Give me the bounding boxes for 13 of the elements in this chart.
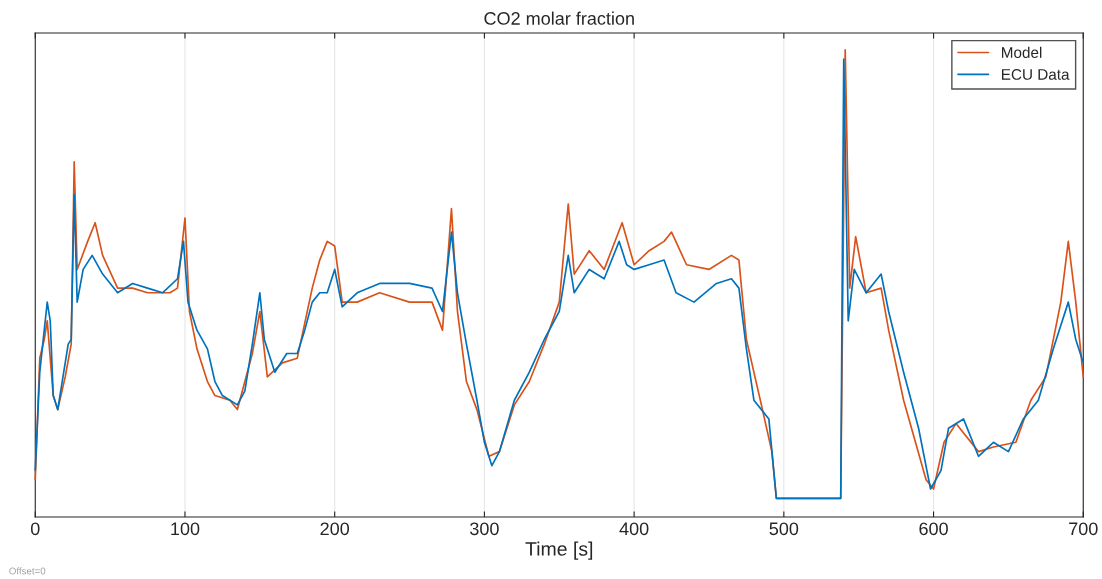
legend-label: ECU Data — [1002, 69, 1070, 80]
x-tick-label: 600 — [919, 522, 948, 536]
text: Offset=0 — [9, 567, 46, 575]
x-tick-label: 400 — [619, 522, 649, 536]
x-tick-label: 500 — [769, 522, 799, 536]
x-tick-label: 200 — [320, 522, 350, 536]
x-tick-label: 700 — [1069, 522, 1098, 536]
x-tick-label: 0 — [30, 522, 40, 536]
x-tick-label: 300 — [470, 522, 499, 536]
x-axis-title: Time [s] — [525, 541, 593, 560]
legend-label: Model — [1002, 46, 1042, 58]
x-tick-label: 100 — [171, 522, 200, 536]
chart-title: CO2 molar fraction — [484, 11, 634, 25]
